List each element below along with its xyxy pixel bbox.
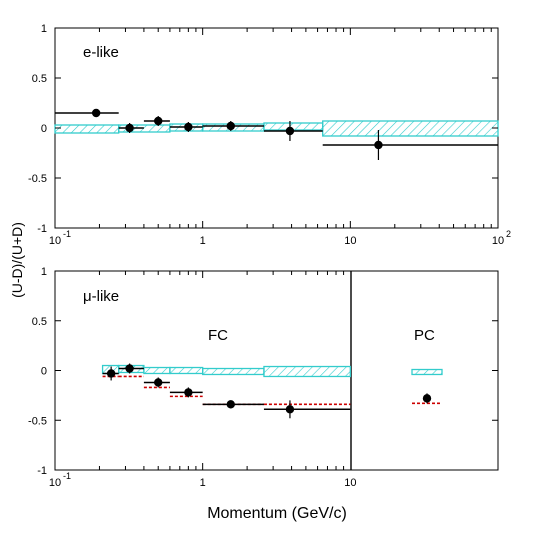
- mu-like-xtick-label: 10: [344, 477, 356, 489]
- mu-like-fc-data-point: [154, 378, 163, 387]
- e-like-data-point: [125, 123, 134, 133]
- e-like-ytick-label: 1: [41, 23, 47, 35]
- e-like-mc-band: [322, 120, 499, 137]
- e-like-data-point: [226, 121, 235, 131]
- e-like-xtick-label: 10: [49, 235, 61, 247]
- e-like-data-point: [374, 140, 383, 150]
- e-like-xtick-label: 1: [200, 235, 206, 247]
- mu-like-fc-data-point: [125, 364, 134, 373]
- x-axis-label: Momentum (GeV/c): [207, 505, 347, 522]
- e-like-data-point: [154, 116, 163, 126]
- mu-like-fc-data-point: [106, 369, 116, 378]
- region-label-pc: PC: [414, 327, 435, 344]
- panel-e-like: e-like 10.50-0.5-1 10-11 10 102: [28, 23, 511, 247]
- mu-like-ytick-label: -0.5: [28, 415, 47, 427]
- e-like-data-point: [285, 126, 295, 136]
- e-like-ytick-label: 0.5: [32, 73, 47, 85]
- mu-like-fc-mc-band: [169, 366, 204, 375]
- e-like-xtick-exponent: -1: [63, 229, 71, 239]
- e-like-xtick-exponent: 2: [506, 229, 511, 239]
- mu-like-ytick-label: 0.5: [32, 316, 47, 328]
- mu-like-fc-mc-band: [143, 366, 171, 375]
- e-like-data-point: [91, 108, 101, 118]
- mu-like-fc-mc-band: [202, 367, 265, 376]
- region-label-fc: FC: [208, 327, 228, 344]
- mu-like-ytick-label: 0: [41, 366, 47, 378]
- e-like-ytick-label: -0.5: [28, 173, 47, 185]
- mu-like-xtick-label: 1: [200, 477, 206, 489]
- mu-like-pc-data-point: [422, 394, 432, 403]
- mu-like-fc-mc-band: [263, 365, 351, 378]
- mu-like-xtick-exponent: -1: [63, 471, 71, 481]
- e-like-ytick-label: 0: [41, 123, 47, 135]
- mu-like-ytick-label: 1: [41, 266, 47, 278]
- mu-like-xtick-label: 10: [49, 477, 61, 489]
- panel-mu-like-label: μ-like: [83, 288, 119, 305]
- mu-like-fc-data-point: [184, 388, 193, 397]
- e-like-xtick-label: 10: [492, 235, 504, 247]
- e-like-xtick-label: 10: [344, 235, 356, 247]
- e-like-mc-band: [54, 124, 120, 134]
- mu-like-fc-data-point: [226, 400, 235, 409]
- y-axis-label: (U-D)/(U+D): [9, 222, 25, 298]
- mu-like-ytick-label: -1: [37, 465, 47, 477]
- e-like-ytick-label: -1: [37, 223, 47, 235]
- panel-e-like-label: e-like: [83, 44, 119, 61]
- mu-like-pc-mc-band: [411, 368, 443, 376]
- panel-mu-like: μ-like FC PC 10.50-0.5-1 10-11 10: [28, 266, 499, 489]
- e-like-data-point: [184, 122, 193, 132]
- mu-like-fc-data-point: [285, 405, 295, 414]
